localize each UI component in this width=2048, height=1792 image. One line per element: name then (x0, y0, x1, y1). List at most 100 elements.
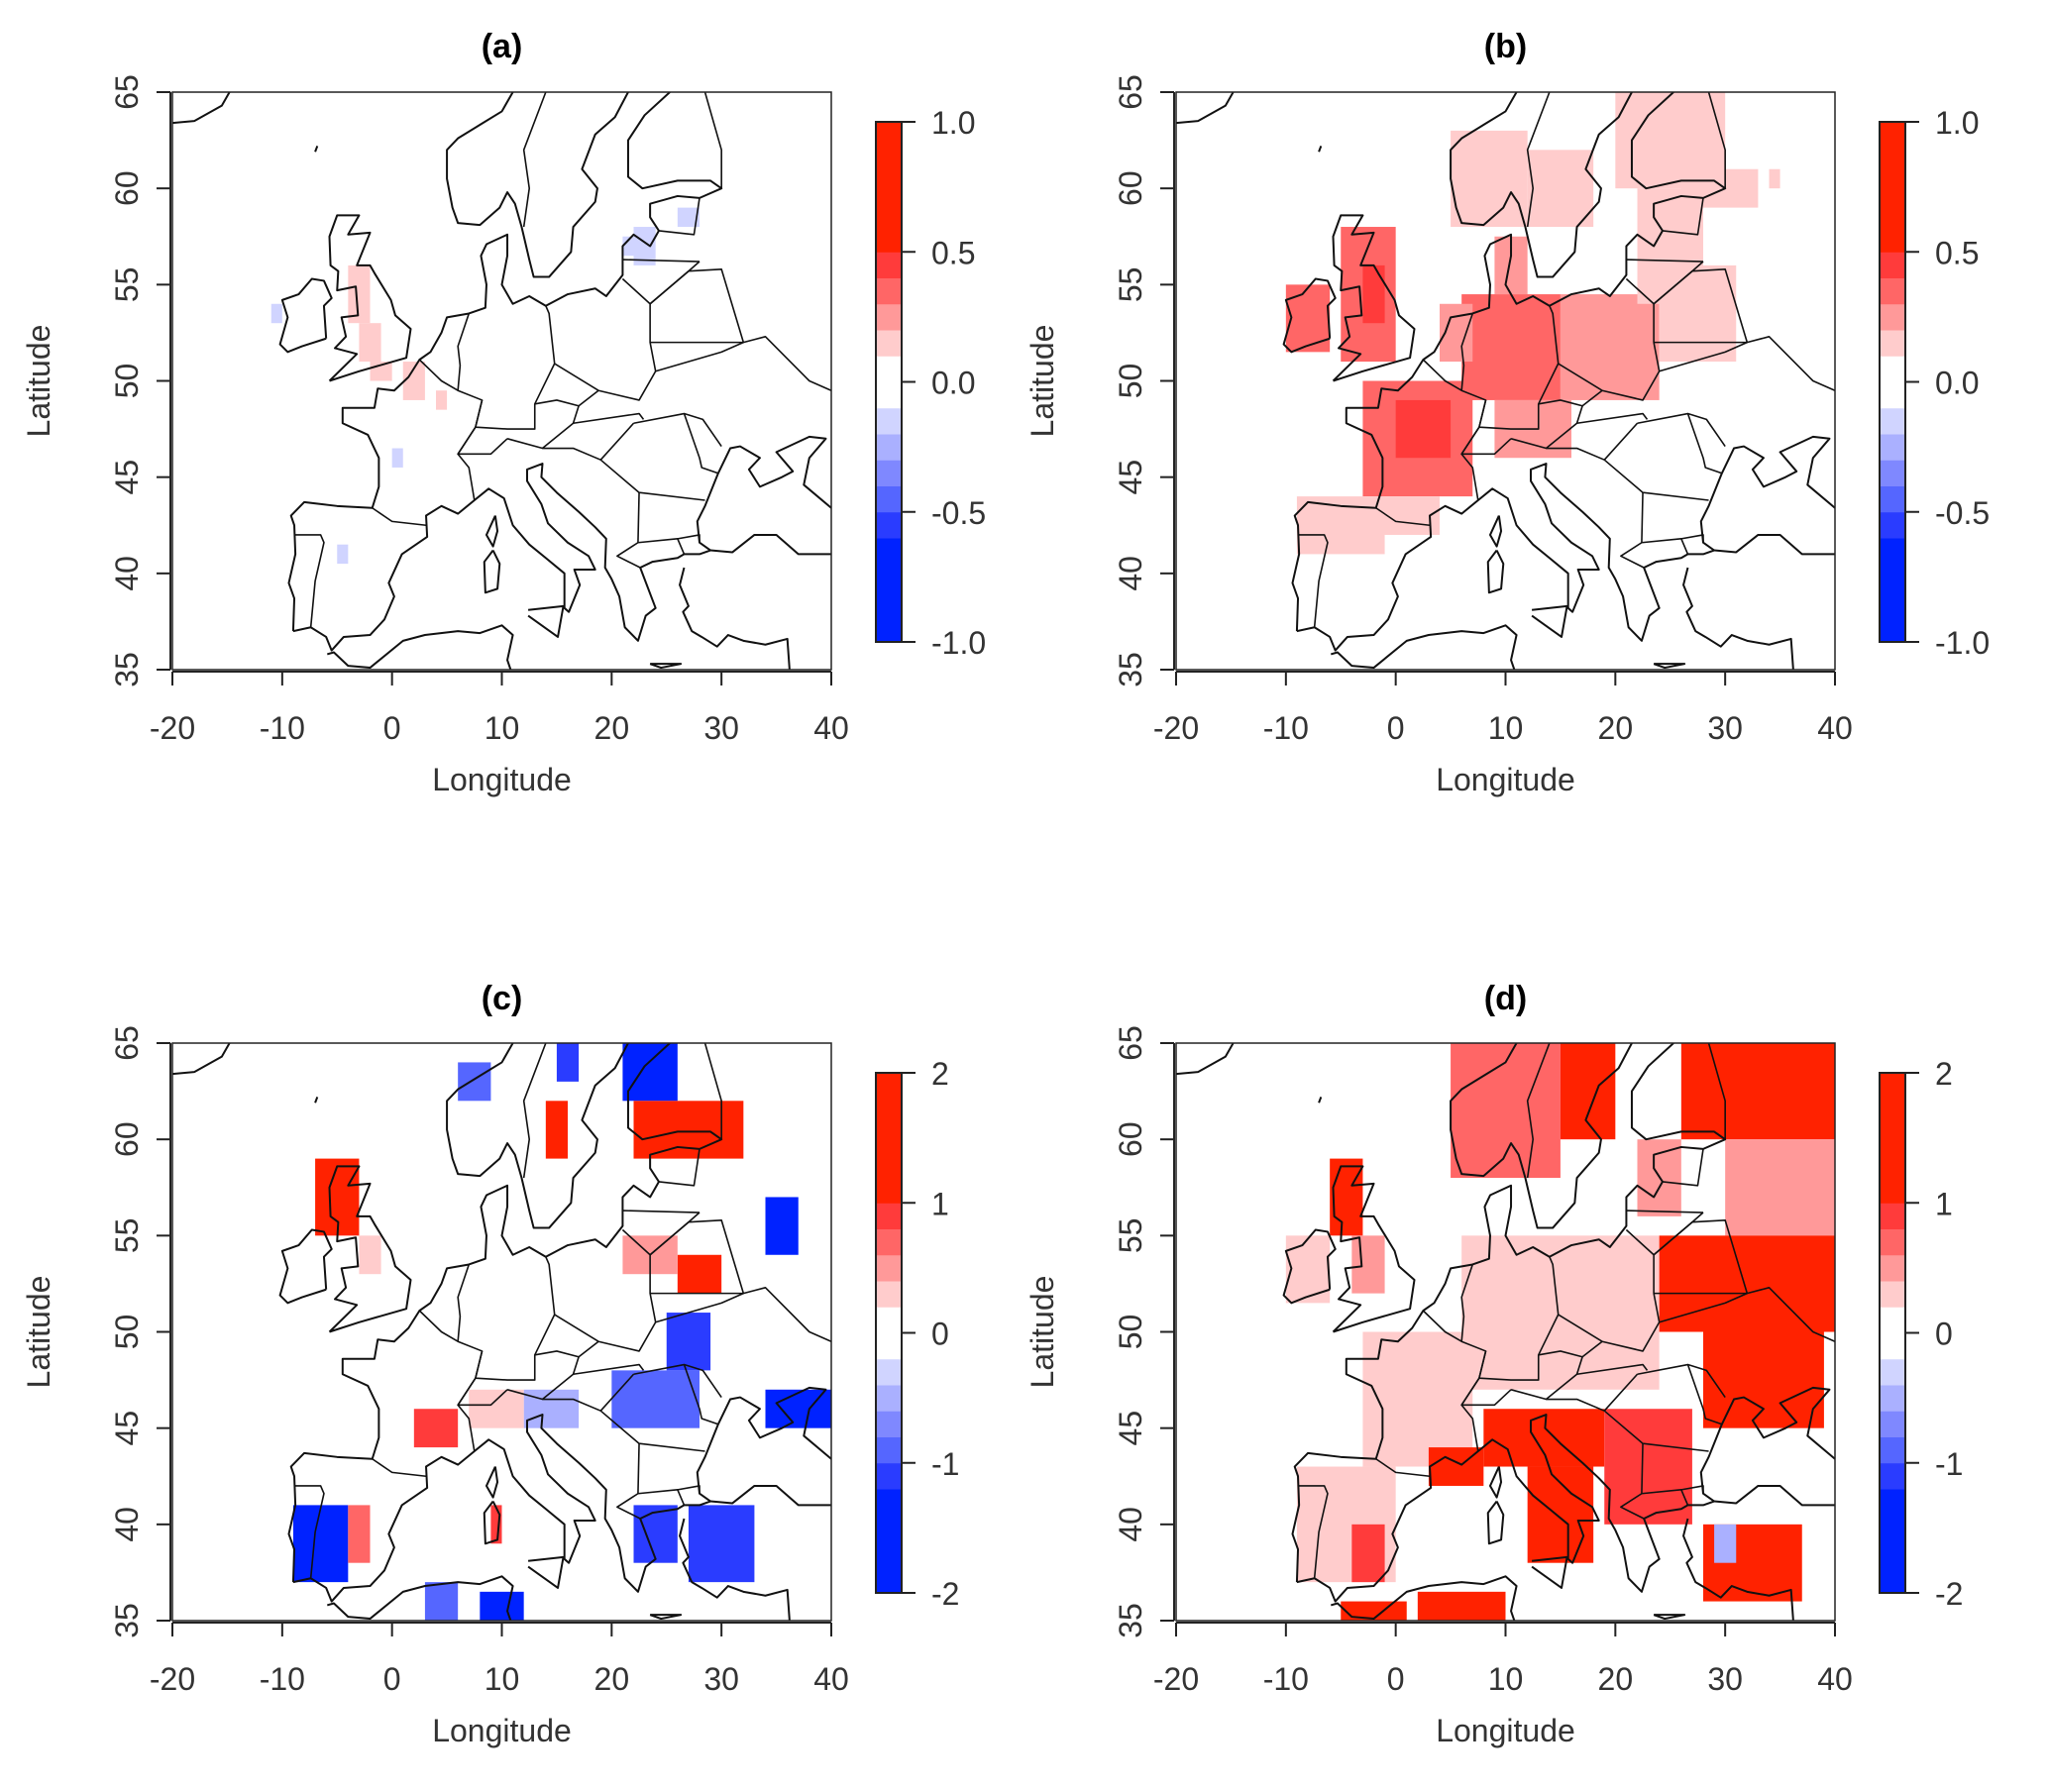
colorbar: -2 -1 0 1 2 (1879, 1056, 1963, 1612)
country-border (1626, 259, 1704, 263)
basemap (172, 92, 831, 670)
country-border (1653, 261, 1704, 305)
y-tick-label: 35 (109, 1603, 145, 1638)
country-border (633, 1363, 719, 1425)
coastline (1282, 1228, 1337, 1305)
heatmap-cell (688, 1505, 755, 1583)
colorbar-bin (876, 538, 902, 565)
country-border (1460, 313, 1474, 391)
y-axis-label: Latitude (21, 325, 56, 438)
coastline (483, 1500, 501, 1545)
colorbar-bin (876, 1462, 902, 1490)
country-border (1546, 422, 1639, 461)
country-border (1680, 1485, 1704, 1494)
coastline (287, 92, 723, 632)
heatmap-cell (469, 1389, 524, 1428)
colorbar-bin (1880, 1124, 1905, 1152)
coastline (649, 1614, 683, 1621)
country-border (658, 1148, 701, 1187)
colorbar-bin (876, 485, 902, 513)
country-border (622, 259, 701, 263)
country-border (1662, 197, 1704, 236)
coastline (1450, 1043, 1633, 1229)
country-border (1510, 399, 1583, 450)
coastline (1330, 1575, 1518, 1621)
country-border (633, 412, 719, 474)
heatmap-cell (315, 1158, 360, 1236)
country-border (1620, 1443, 1645, 1520)
country-border (649, 261, 701, 305)
colorbar-tick-label: -1.0 (1935, 625, 1990, 661)
country-border (684, 1363, 722, 1399)
y-tick-label: 40 (1113, 556, 1148, 591)
heatmap-cell (633, 227, 656, 265)
colorbar-bin (876, 1358, 902, 1386)
country-border (573, 1363, 645, 1376)
y-tick-label: 60 (109, 1121, 145, 1157)
coastline (1713, 533, 1835, 556)
coastline (1531, 604, 1568, 638)
coastline (1713, 1484, 1835, 1507)
heatmap-cell (666, 1313, 711, 1371)
y-tick-label: 55 (109, 267, 145, 303)
heatmap-cell (1714, 1524, 1737, 1563)
country-border (1687, 1363, 1726, 1399)
x-tick-label: 20 (594, 710, 630, 746)
colorbar-bin (1880, 615, 1905, 643)
coastline (1488, 515, 1503, 548)
y-tick-label: 65 (109, 74, 145, 110)
colorbar-bin (1880, 1462, 1905, 1490)
colorbar-bin (876, 381, 902, 409)
x-tick-label: -10 (260, 710, 305, 746)
country-border (627, 92, 631, 93)
colorbar-bin (876, 1073, 902, 1100)
colorbar-bin (1880, 173, 1905, 201)
country-border (1662, 1148, 1704, 1187)
panel-a: -20 -10 0 10 20 30 40 35 40 45 50 55 60 65 Longitude La… (21, 28, 986, 797)
colorbar-tick-label: 1 (1935, 1186, 1953, 1221)
coastline (1450, 92, 1633, 278)
coastline (527, 604, 565, 638)
coastline (1176, 1043, 1235, 1076)
colorbar-tick-label: 1.0 (1935, 105, 1979, 141)
colorbar: -1.0 -0.5 0.0 0.5 1.0 (1879, 105, 1990, 661)
x-tick-label: -10 (1263, 1661, 1309, 1697)
colorbar-bin (1880, 434, 1905, 461)
colorbar-bin (1880, 1566, 1905, 1594)
heatmap-cell (1351, 1235, 1385, 1294)
x-tick-label: 0 (1387, 1661, 1405, 1697)
heatmap-cell (1680, 168, 1759, 208)
heatmap-cell (1527, 1466, 1594, 1563)
heatmap-cell (1560, 294, 1660, 400)
country-border (703, 92, 722, 189)
colorbar-tick-label: 0.0 (931, 366, 975, 401)
heatmap-cell (402, 362, 425, 400)
country-border (1659, 336, 1835, 391)
colorbar-bin (1880, 1385, 1905, 1412)
colorbar-bin (876, 1332, 902, 1360)
y-tick-label: 35 (109, 652, 145, 687)
colorbar-bin (876, 1566, 902, 1594)
coastline (485, 515, 499, 548)
y-tick-label: 60 (1113, 1121, 1148, 1157)
y-tick-label: 65 (1113, 1025, 1148, 1061)
heatmap-cell (1725, 1139, 1835, 1236)
coastline (287, 1043, 723, 1583)
y-tick-label: 55 (1113, 1218, 1148, 1254)
colorbar-bin (1880, 148, 1905, 174)
colorbar-bin (876, 460, 902, 486)
country-border (1631, 92, 1635, 93)
colorbar-tick-label: -0.5 (1935, 495, 1990, 531)
country-border (522, 1043, 547, 1179)
colorbar-bin (1880, 1099, 1905, 1125)
heatmap-cell (480, 1591, 524, 1621)
colorbar-bin (876, 252, 902, 278)
heatmap-cells (1285, 92, 1780, 555)
x-tick-label: 40 (1817, 1661, 1853, 1697)
x-tick-label: -20 (1153, 1661, 1199, 1697)
country-border (1546, 1373, 1639, 1412)
country-border (1460, 1377, 1512, 1407)
heatmap-cell (1285, 1235, 1331, 1304)
country-border (554, 277, 657, 401)
colorbar-bin (876, 1436, 902, 1464)
